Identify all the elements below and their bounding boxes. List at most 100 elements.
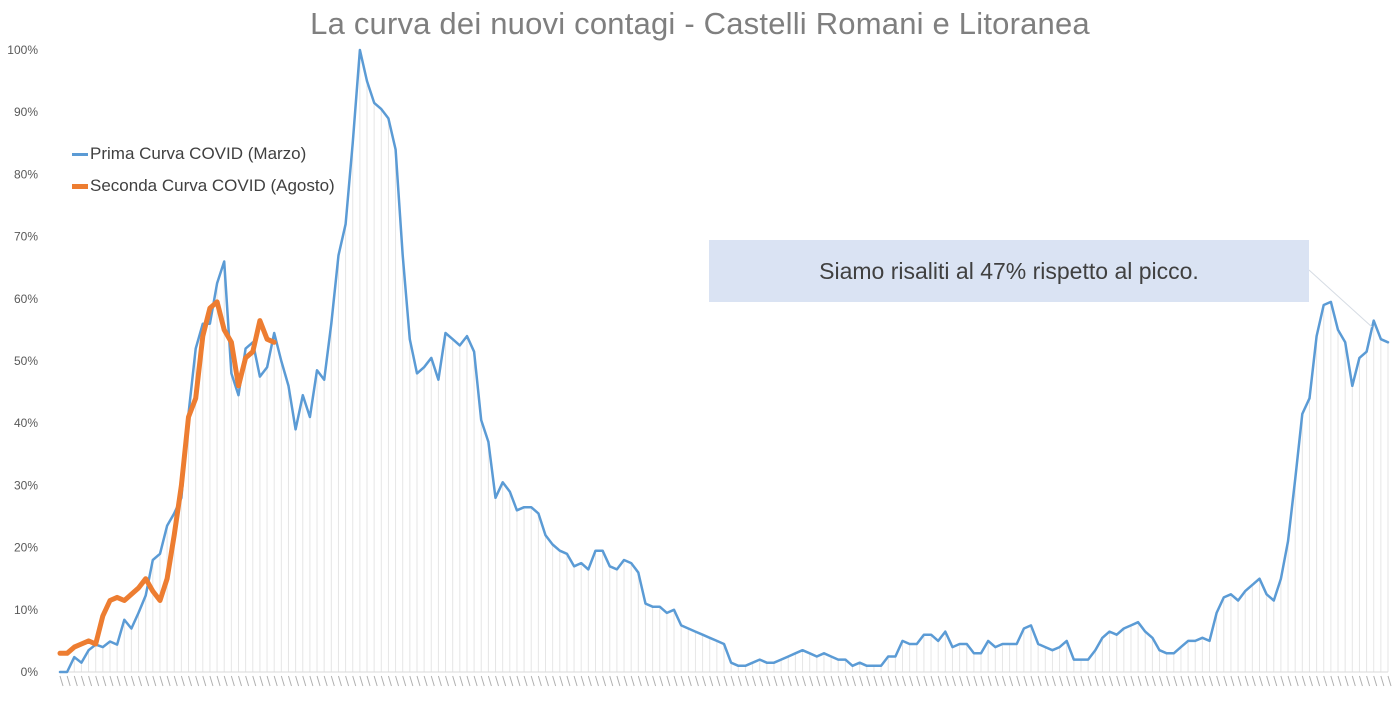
x-tick-label <box>602 675 607 687</box>
x-tick-label <box>238 675 242 687</box>
x-tick-label <box>894 675 899 687</box>
x-tick-label <box>1151 675 1156 687</box>
y-tick-label: 40% <box>14 416 38 430</box>
x-tick-label <box>1344 675 1349 687</box>
y-tick-label: 10% <box>14 603 38 617</box>
x-tick-label <box>644 675 649 687</box>
x-tick-label <box>309 675 314 687</box>
x-tick-label <box>880 675 885 687</box>
x-tick-label <box>809 675 814 687</box>
legend-swatch-blue <box>72 152 88 156</box>
x-tick-label <box>566 675 571 687</box>
x-tick-label <box>537 675 542 687</box>
x-tick-label <box>230 675 235 687</box>
x-tick-label <box>330 675 335 687</box>
x-tick-label <box>1301 675 1306 687</box>
x-tick-label <box>1037 675 1042 687</box>
x-tick-label <box>987 675 992 687</box>
x-tick-label <box>773 675 778 687</box>
y-tick-label: 20% <box>14 541 38 555</box>
x-tick-label <box>837 675 842 687</box>
annotation-text: Siamo risaliti al 47% rispetto al picco. <box>819 257 1199 284</box>
x-tick-label <box>1180 675 1185 687</box>
x-tick-label <box>373 675 378 687</box>
x-tick-label <box>530 675 535 687</box>
x-tick-label <box>937 675 942 687</box>
x-tick-label <box>1080 675 1085 687</box>
x-tick-label <box>887 675 892 687</box>
y-tick-label: 70% <box>14 230 38 244</box>
x-tick-label <box>473 675 478 687</box>
x-tick-label <box>1030 675 1035 687</box>
x-tick-label <box>188 675 192 687</box>
x-tick-label <box>1194 675 1199 687</box>
legend-label-seconda-curva: Seconda Curva COVID (Agosto) <box>90 176 335 195</box>
x-tick-label <box>1216 675 1221 687</box>
x-tick-label <box>1016 675 1021 687</box>
x-tick-label <box>487 675 492 687</box>
x-axis <box>59 671 1392 687</box>
x-tick-label <box>1094 675 1099 687</box>
x-tick-label <box>1001 675 1006 687</box>
x-tick-label <box>145 675 150 687</box>
x-tick-label <box>673 675 678 687</box>
x-tick-label <box>909 675 914 687</box>
x-tick-label <box>1273 675 1278 687</box>
x-tick-label <box>223 675 228 687</box>
x-tick-label <box>659 675 664 687</box>
x-tick-label <box>1144 675 1149 687</box>
x-tick-label <box>737 675 742 687</box>
x-tick-label <box>587 675 592 687</box>
x-tick-label <box>623 675 628 687</box>
x-tick-label <box>744 675 749 687</box>
x-tick-label <box>445 675 450 687</box>
x-tick-label <box>966 675 971 687</box>
x-tick-label <box>180 675 185 687</box>
x-tick-label <box>1230 675 1235 687</box>
vertical-gridlines <box>73 50 1389 672</box>
x-tick-label <box>1159 675 1164 687</box>
x-tick-label <box>1244 675 1249 687</box>
x-tick-label <box>523 675 528 687</box>
x-tick-label <box>630 675 635 687</box>
x-tick-label <box>944 675 949 687</box>
x-tick-label <box>1123 675 1128 687</box>
x-tick-label <box>702 675 707 687</box>
x-tick-label <box>1130 675 1135 687</box>
x-tick-label <box>1087 675 1092 687</box>
x-tick-label <box>123 675 128 687</box>
x-tick-label <box>387 675 392 687</box>
x-tick-label <box>1366 675 1371 687</box>
x-tick-label <box>280 675 285 687</box>
x-tick-label <box>802 675 807 687</box>
x-tick-label <box>545 675 549 687</box>
series-line-seconda-curva <box>57 299 277 656</box>
x-tick-label <box>1351 675 1356 687</box>
x-tick-label <box>1237 675 1242 687</box>
x-tick-label <box>1044 675 1049 687</box>
x-tick-label <box>73 675 78 687</box>
x-tick-label <box>980 675 985 687</box>
x-tick-label <box>195 675 200 687</box>
x-tick-label <box>366 675 371 687</box>
x-tick-label <box>1387 675 1392 687</box>
x-tick-label <box>994 675 999 687</box>
x-tick-label <box>1266 675 1271 687</box>
x-tick-label <box>1380 675 1385 687</box>
x-tick-label <box>616 675 621 687</box>
legend-item-seconda-curva: Seconda Curva COVID (Agosto) <box>72 170 335 202</box>
x-tick-label <box>102 675 107 687</box>
legend-label-prima-curva: Prima Curva COVID (Marzo) <box>90 144 307 163</box>
x-tick-label <box>95 675 100 687</box>
x-tick-label <box>1323 675 1328 687</box>
x-tick-label <box>780 675 785 687</box>
x-tick-label <box>1073 675 1078 687</box>
x-tick-label <box>395 675 400 687</box>
series-line-prima-curva <box>58 48 1390 674</box>
x-tick-label <box>1259 675 1263 687</box>
x-tick-label <box>923 675 928 687</box>
x-tick-label <box>1209 675 1213 687</box>
legend-swatch-orange <box>72 183 88 189</box>
x-tick-label <box>323 675 328 687</box>
